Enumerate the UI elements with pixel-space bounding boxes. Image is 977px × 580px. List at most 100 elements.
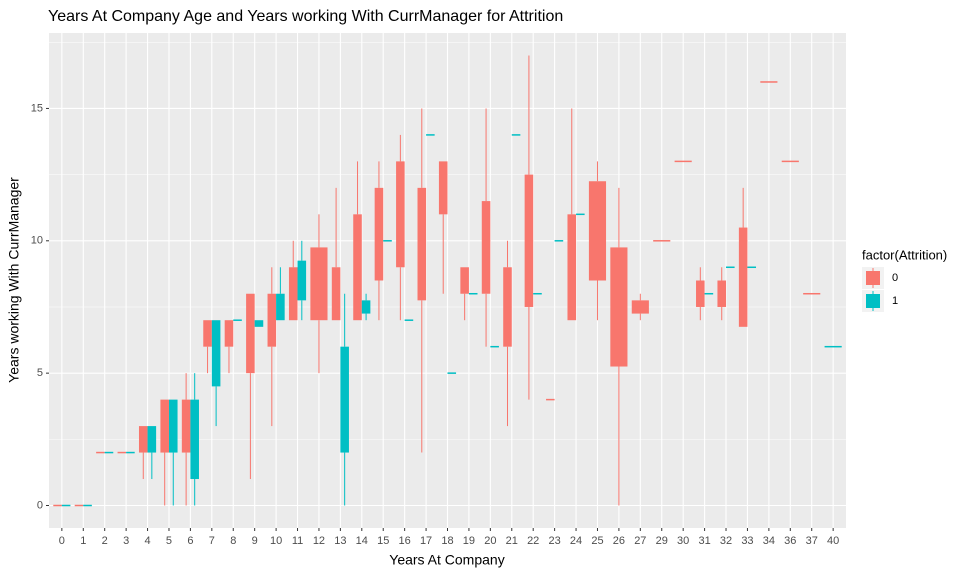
box-group	[490, 345, 499, 348]
x-tick-label: 37	[806, 535, 818, 547]
box-group	[83, 504, 92, 507]
box	[747, 266, 757, 269]
box	[254, 320, 264, 327]
box	[674, 160, 692, 163]
box	[211, 320, 221, 387]
x-tick-label: 1	[80, 535, 86, 547]
box	[297, 260, 307, 301]
box-group	[438, 161, 448, 294]
box	[481, 201, 491, 294]
box-group	[138, 426, 148, 480]
x-tick-label: 19	[463, 535, 475, 547]
box	[490, 345, 499, 348]
box	[760, 81, 778, 83]
y-tick-label: 5	[37, 367, 43, 379]
box-group	[533, 292, 542, 295]
box	[353, 214, 362, 321]
box-group	[267, 267, 277, 427]
x-tick-label: 9	[252, 535, 258, 547]
box	[696, 280, 705, 307]
box-group	[233, 319, 242, 321]
box-group	[288, 240, 298, 321]
box	[246, 293, 255, 374]
box-group	[511, 134, 521, 136]
box-group	[717, 267, 727, 321]
box-group	[117, 451, 127, 454]
box	[190, 399, 199, 480]
box-group	[340, 293, 349, 506]
box-group	[803, 292, 821, 295]
box-group	[331, 187, 341, 321]
x-tick-label: 13	[334, 535, 346, 547]
x-tick-label: 22	[527, 535, 539, 547]
box	[168, 399, 178, 453]
x-tick-label: 29	[656, 535, 668, 547]
box	[503, 267, 512, 347]
box	[554, 240, 564, 242]
box-group	[588, 161, 607, 321]
x-tick-label: 31	[698, 535, 710, 547]
box-group	[211, 320, 221, 427]
x-tick-label: 6	[187, 535, 193, 547]
box	[331, 267, 341, 321]
box-group	[738, 187, 748, 327]
x-tick-label: 33	[741, 535, 753, 547]
box-group	[396, 134, 405, 321]
y-tick-label: 15	[31, 102, 43, 114]
box-group	[160, 399, 169, 506]
box-group	[781, 160, 799, 163]
y-axis-title: Years working With CurrManager	[6, 177, 22, 383]
box	[83, 504, 92, 507]
x-tick-label: 40	[827, 535, 839, 547]
box-group	[460, 267, 469, 321]
box-group	[168, 399, 178, 506]
box	[203, 320, 212, 347]
x-tick-label: 14	[356, 535, 368, 547]
box	[533, 292, 542, 295]
box	[340, 346, 349, 453]
box-group	[503, 240, 512, 427]
box	[524, 174, 534, 307]
legend-title: factor(Attrition)	[862, 247, 947, 262]
x-axis-title: Years At Company	[389, 552, 504, 568]
x-tick-label: 5	[166, 535, 172, 547]
box	[383, 240, 392, 242]
x-tick-label: 21	[506, 535, 518, 547]
chart-title: Years At Company Age and Years working W…	[48, 8, 563, 25]
box	[104, 451, 114, 454]
x-tick-label: 27	[634, 535, 646, 547]
box	[588, 181, 607, 281]
box	[126, 451, 135, 454]
box-group	[468, 292, 478, 295]
box-group	[426, 134, 435, 136]
x-tick-label: 23	[548, 535, 560, 547]
box	[717, 280, 727, 307]
box-group	[404, 319, 414, 321]
box-group	[203, 320, 212, 374]
box-group	[760, 81, 778, 83]
box-group	[297, 240, 307, 321]
box-group	[546, 398, 555, 401]
box-group	[554, 240, 564, 242]
legend-label: 1	[892, 295, 898, 307]
box	[726, 266, 735, 269]
box	[53, 504, 62, 507]
box	[147, 426, 157, 453]
box	[374, 187, 384, 281]
box	[610, 247, 628, 367]
x-tick-label: 11	[292, 535, 303, 547]
box-group	[361, 293, 371, 321]
box	[704, 292, 714, 295]
x-tick-label: 32	[720, 535, 732, 547]
box	[803, 292, 821, 295]
box	[631, 300, 649, 314]
box-group	[310, 214, 328, 374]
box-group	[104, 451, 114, 454]
legend-key	[866, 271, 880, 285]
box	[224, 320, 234, 347]
box-group	[126, 451, 135, 454]
box	[404, 319, 414, 321]
box-group	[353, 161, 362, 321]
x-tick-label: 15	[377, 535, 389, 547]
